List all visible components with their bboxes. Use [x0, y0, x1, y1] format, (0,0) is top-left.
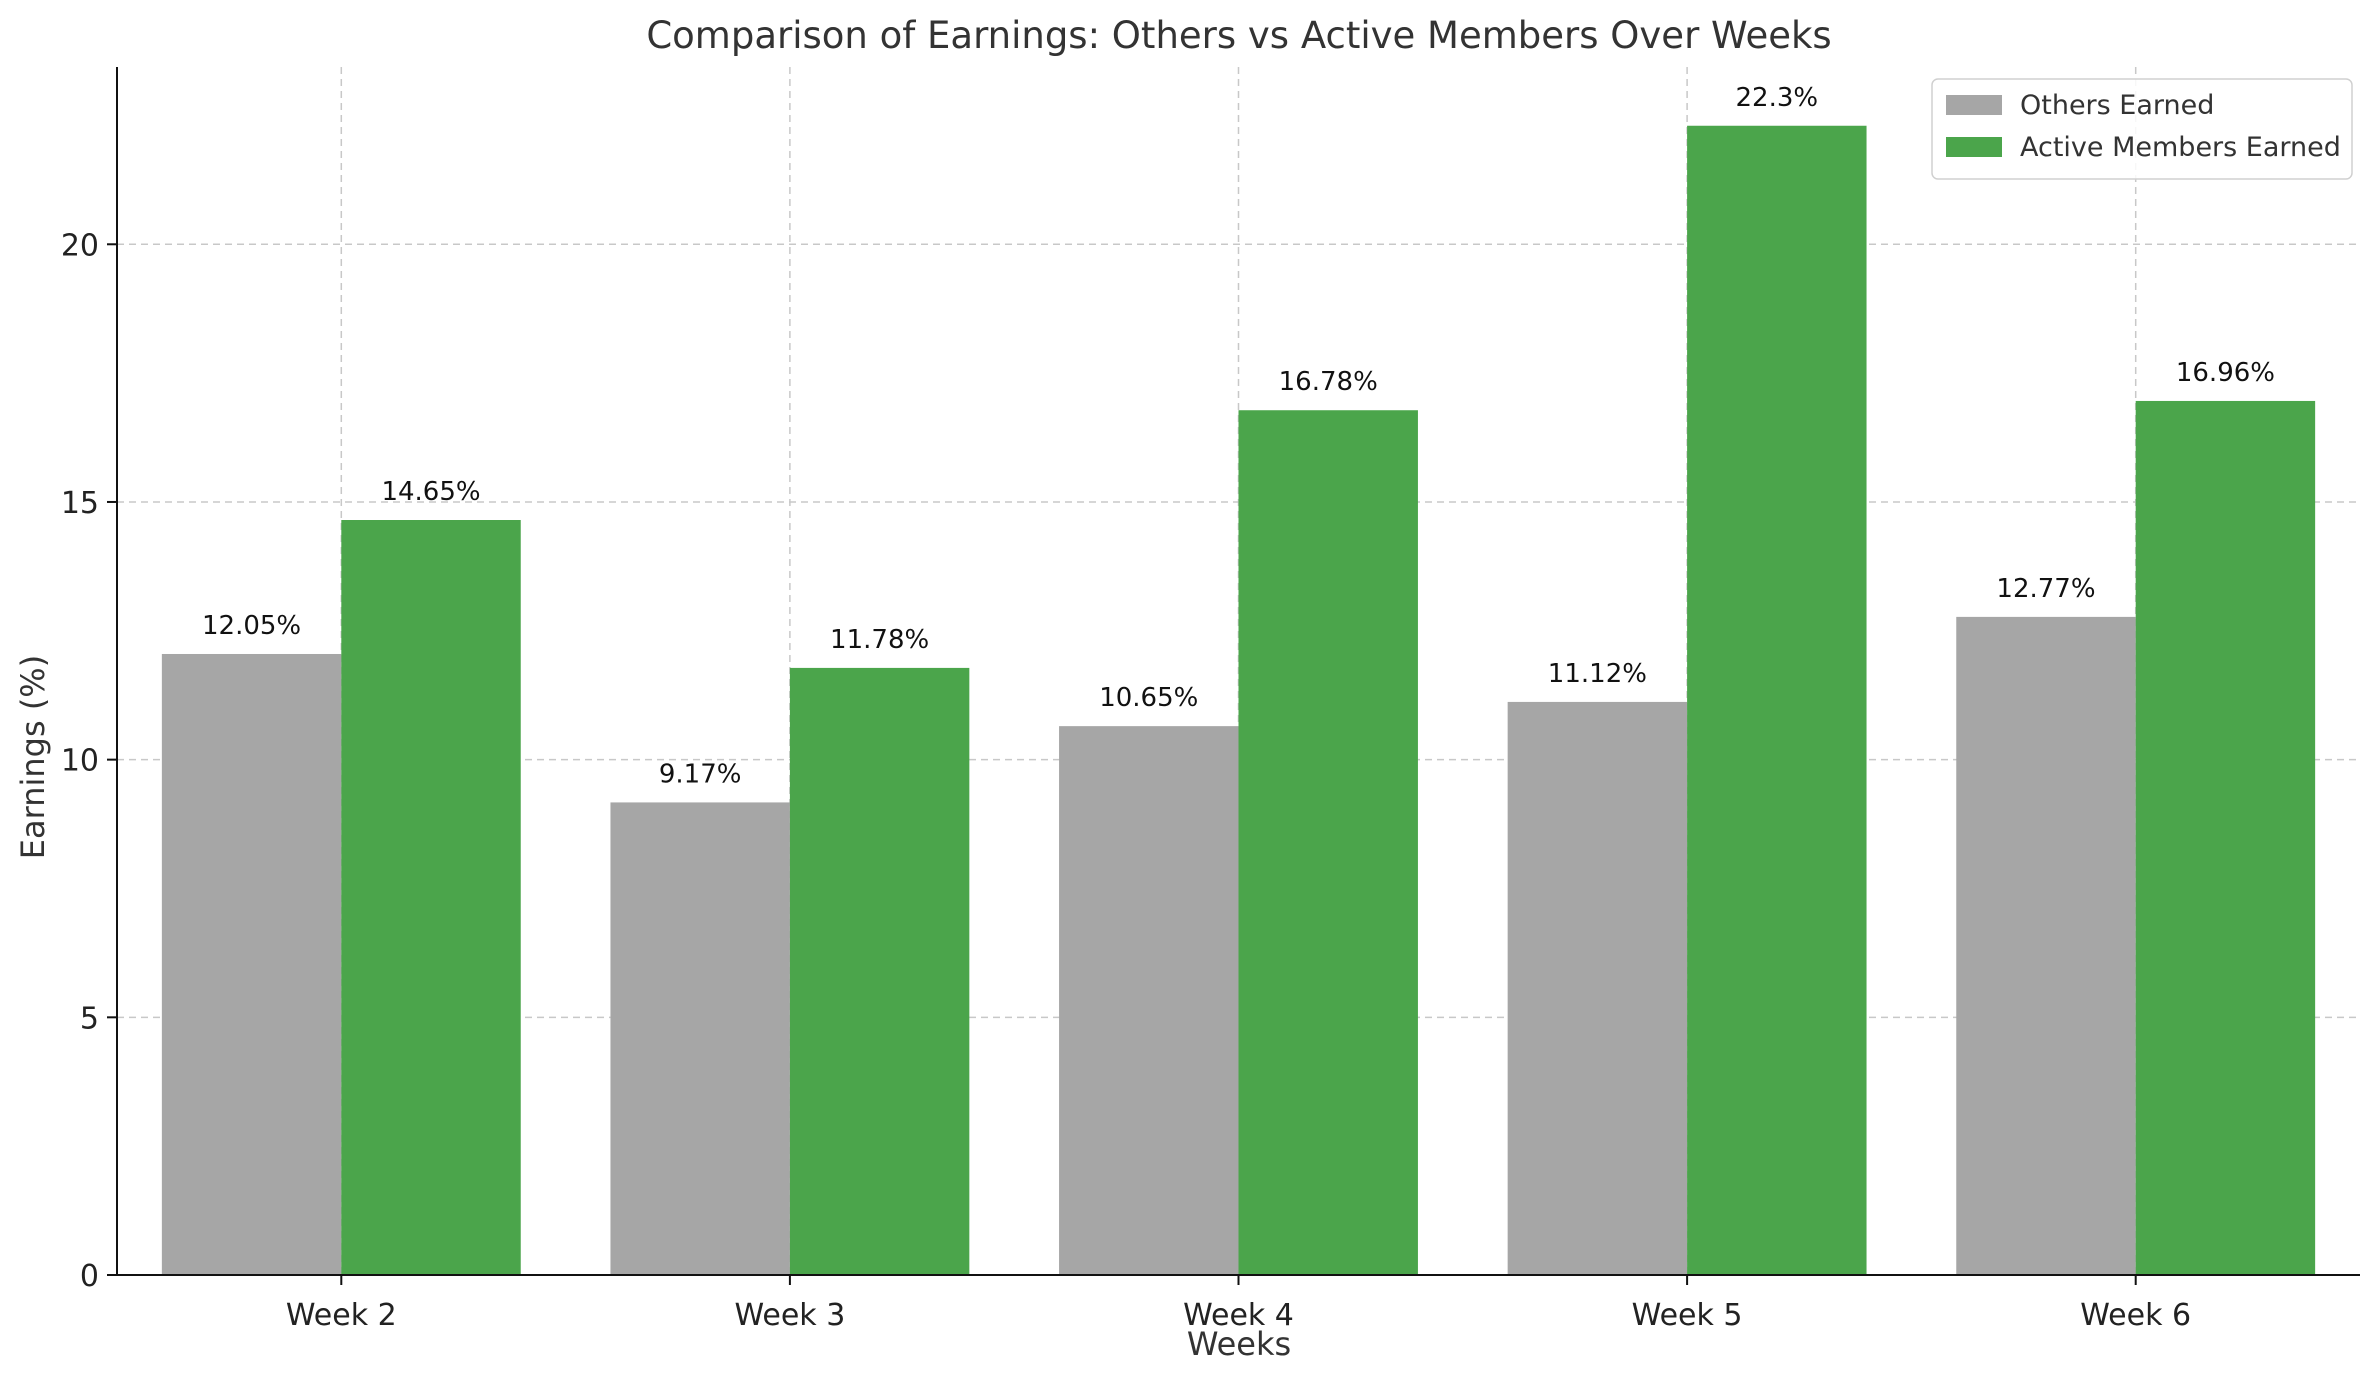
- legend-label-active: Active Members Earned: [2020, 132, 2341, 163]
- y-axis-label: Earnings (%): [14, 655, 52, 859]
- chart-title: Comparison of Earnings: Others vs Active…: [646, 14, 1831, 57]
- bar-others-3: [1507, 701, 1688, 1275]
- bars: [161, 125, 2316, 1276]
- legend-box: [1931, 78, 2353, 180]
- y-tick-label-1: 5: [80, 1001, 99, 1036]
- bar-others-0: [161, 653, 342, 1275]
- tick-labels: 0 5 10 15 20 Week 2 Week 3 Week 4 Week 5 Week 6: [61, 228, 2191, 1333]
- data-label-active-1: 11.78%: [830, 625, 929, 655]
- bar-active-3: [1687, 125, 1867, 1275]
- data-label-active-4: 16.96%: [2176, 358, 2275, 388]
- data-label-active-2: 16.78%: [1279, 367, 1378, 397]
- y-tick-label-2: 10: [61, 744, 99, 779]
- x-tick-label-0: Week 2: [286, 1298, 397, 1333]
- bar-others-4: [1956, 616, 2136, 1275]
- x-tick-label-3: Week 5: [1632, 1298, 1743, 1333]
- data-label-others-2: 10.65%: [1099, 683, 1198, 713]
- legend-swatch-others: [1946, 95, 2002, 115]
- x-axis-label: Weeks: [1187, 1325, 1291, 1363]
- data-label-others-3: 11.12%: [1548, 659, 1647, 689]
- x-tick-label-1: Week 3: [734, 1298, 845, 1333]
- data-label-others-0: 12.05%: [202, 611, 301, 641]
- legend: Others Earned Active Members Earned: [1931, 78, 2353, 180]
- data-labels: 12.05% 9.17% 10.65% 11.12% 12.77% 14.65% 11.78…: [202, 83, 2275, 790]
- bar-others-2: [1059, 726, 1239, 1275]
- x-tick-label-4: Week 6: [2080, 1298, 2191, 1333]
- legend-swatch-active: [1946, 137, 2002, 157]
- bar-others-1: [610, 802, 790, 1275]
- bar-active-2: [1238, 410, 1418, 1276]
- y-tick-label-3: 15: [61, 486, 99, 521]
- bar-active-0: [341, 520, 521, 1275]
- data-label-active-0: 14.65%: [381, 477, 480, 507]
- y-tick-label-4: 20: [61, 228, 99, 263]
- data-label-others-4: 12.77%: [1996, 574, 2095, 604]
- legend-label-others: Others Earned: [2020, 90, 2214, 121]
- bar-active-1: [789, 667, 970, 1275]
- x-tick-label-2: Week 4: [1183, 1298, 1294, 1333]
- data-label-active-3: 22.3%: [1736, 83, 1819, 113]
- bar-active-4: [2135, 400, 2316, 1275]
- y-tick-label-0: 0: [80, 1259, 99, 1294]
- data-label-others-1: 9.17%: [659, 759, 742, 789]
